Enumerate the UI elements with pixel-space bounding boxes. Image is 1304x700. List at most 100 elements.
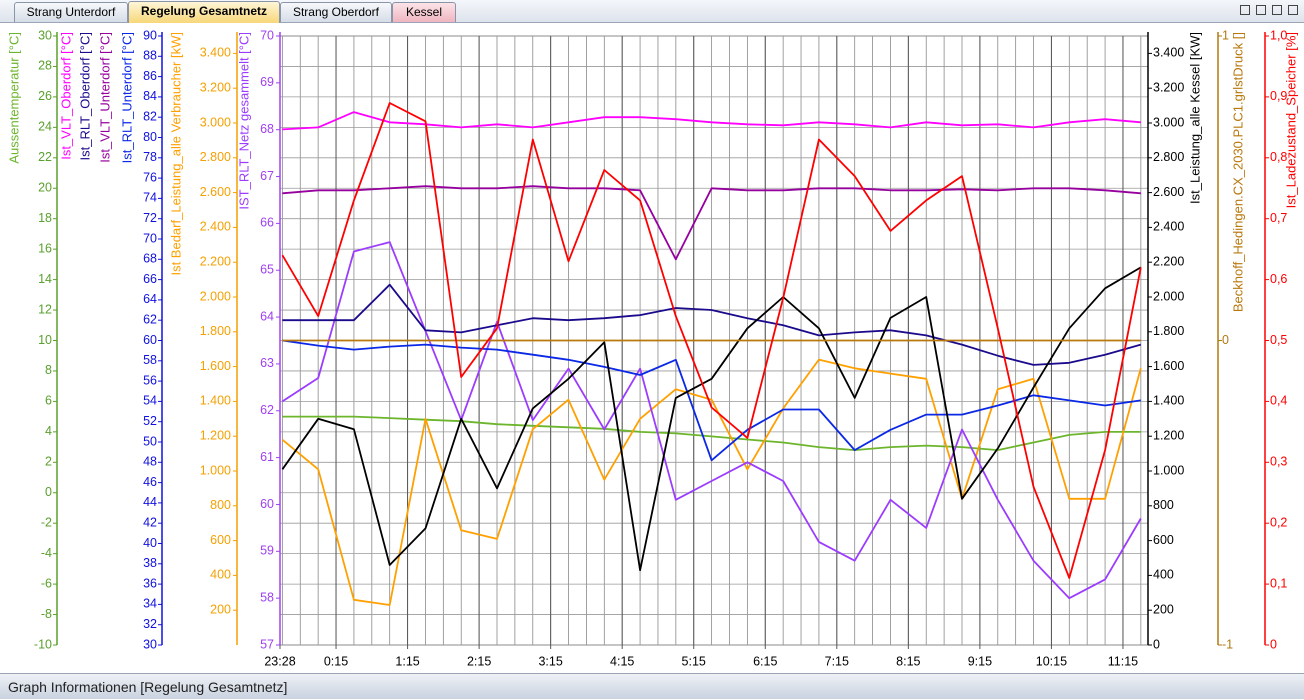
y-tick-label: 42	[143, 515, 157, 529]
y-tick-label: 2.400	[1153, 220, 1184, 234]
y-tick-label: 54	[143, 394, 157, 408]
axis-title: Ist_RLT_Oberdorf [°C]	[77, 32, 92, 161]
y-tick-label: -1	[1222, 637, 1233, 651]
x-tick-label: 8:15	[896, 654, 920, 668]
axis-title: Beckhoff_Hedingen.CX_2030.PLC1.grlstDruc…	[1230, 32, 1245, 312]
y-tick-label: 2.000	[200, 289, 231, 303]
restore-button[interactable]	[1256, 5, 1266, 15]
y-tick-label: 14	[38, 272, 52, 286]
series-line	[282, 283, 1142, 366]
tab[interactable]: Kessel	[392, 2, 456, 22]
y-tick-label: 0,2	[1270, 515, 1287, 529]
y-tick-label: 0	[1153, 637, 1160, 651]
y-tick-label: -4	[41, 546, 52, 560]
y-tick-label: 3.000	[1153, 115, 1184, 129]
y-tick-label: 38	[143, 556, 157, 570]
tab-active[interactable]: Regelung Gesamtnetz	[128, 1, 280, 23]
y-tick-label: 24	[38, 120, 52, 134]
series-line	[281, 266, 1142, 572]
x-tick-label: 7:15	[825, 654, 849, 668]
y-tick-label: 72	[143, 211, 157, 225]
y-tick-label: 88	[143, 49, 157, 63]
y-tick-label: 2.200	[200, 254, 231, 268]
tab[interactable]: Strang Unterdorf	[14, 2, 128, 22]
x-tick-label: 6:15	[753, 654, 777, 668]
axis-title: Ist Bedarf_Leistung_alle Verbraucher [kW…	[168, 32, 183, 276]
y-tick-label: 3.000	[200, 115, 231, 129]
axis-title: Ist_VLT_Unterdorf [°C]	[97, 32, 112, 163]
x-tick-label: 4:15	[610, 654, 634, 668]
series-line	[281, 102, 1142, 579]
y-tick-label: 66	[260, 216, 274, 230]
y-tick-label: 82	[143, 109, 157, 123]
y-tick-label: 0,7	[1270, 211, 1287, 225]
y-tick-label: 600	[210, 533, 231, 547]
y-tick-label: 59	[260, 544, 274, 558]
y-tick-label: 20	[38, 181, 52, 195]
y-tick-label: 2.400	[200, 220, 231, 234]
y-tick-label: 12	[38, 302, 52, 316]
y-tick-label: 600	[1153, 533, 1174, 547]
y-tick-label: 34	[143, 597, 157, 611]
y-tick-label: 1.800	[1153, 324, 1184, 338]
y-tick-label: 4	[45, 424, 52, 438]
y-tick-label: 56	[143, 373, 157, 387]
pin-button[interactable]	[1240, 5, 1250, 15]
y-tick-label: 86	[143, 69, 157, 83]
y-tick-label: 2.800	[1153, 150, 1184, 164]
y-tick-label: 800	[1153, 498, 1174, 512]
y-tick-label: 0	[45, 485, 52, 499]
y-tick-label: 67	[260, 169, 274, 183]
y-tick-label: 32	[143, 617, 157, 631]
y-tick-label: 74	[143, 191, 157, 205]
y-tick-label: 1.400	[1153, 394, 1184, 408]
y-tick-label: 8	[45, 363, 52, 377]
y-tick-label: 58	[260, 590, 274, 604]
y-tick-label: 10	[38, 333, 52, 347]
y-tick-label: 1.000	[200, 463, 231, 477]
y-tick-label: 3.400	[200, 46, 231, 60]
y-tick-label: 30	[38, 28, 52, 42]
x-tick-label: 0:15	[324, 654, 348, 668]
y-tick-label: 78	[143, 150, 157, 164]
y-tick-label: 2	[45, 455, 52, 469]
y-tick-label: 0,6	[1270, 272, 1287, 286]
x-tick-label: 11:15	[1108, 654, 1138, 668]
tab[interactable]: Strang Oberdorf	[280, 2, 392, 22]
axis-title: Ist_Leistung_alle Kessel [KW]	[1187, 32, 1202, 204]
x-tick-label: 23:28	[264, 654, 295, 668]
series-line	[282, 185, 1141, 261]
y-tick-label: 0,8	[1270, 150, 1287, 164]
y-tick-label: 80	[143, 130, 157, 144]
y-tick-label: 30	[143, 637, 157, 651]
y-tick-label: 63	[260, 356, 274, 370]
x-tick-label: 2:15	[467, 654, 491, 668]
y-tick-label: 58	[143, 353, 157, 367]
y-tick-label: 1,0	[1270, 28, 1287, 42]
y-tick-label: 65	[260, 263, 274, 277]
axis-title: Ist_Ladezustand_Speicher [%]	[1283, 32, 1298, 208]
y-tick-label: 57	[260, 637, 274, 651]
y-tick-label: 1.400	[200, 394, 231, 408]
close-button[interactable]	[1288, 5, 1298, 15]
y-tick-label: -6	[41, 576, 52, 590]
y-tick-label: 62	[143, 312, 157, 326]
y-tick-label: 50	[143, 434, 157, 448]
maximize-button[interactable]	[1272, 5, 1282, 15]
x-tick-label: 3:15	[538, 654, 562, 668]
y-tick-label: 60	[260, 497, 274, 511]
y-tick-label: 400	[1153, 568, 1174, 582]
y-tick-label: 61	[260, 450, 274, 464]
y-tick-label: 1.200	[200, 428, 231, 442]
y-tick-label: 800	[210, 498, 231, 512]
y-tick-label: 2.600	[1153, 185, 1184, 199]
y-tick-label: 2.000	[1153, 289, 1184, 303]
y-tick-label: 1.600	[1153, 359, 1184, 373]
y-tick-label: -8	[41, 607, 52, 621]
y-tick-label: 1.800	[200, 324, 231, 338]
x-tick-label: 1:15	[395, 654, 419, 668]
y-tick-label: 0,3	[1270, 455, 1287, 469]
y-tick-label: 1.000	[1153, 463, 1184, 477]
